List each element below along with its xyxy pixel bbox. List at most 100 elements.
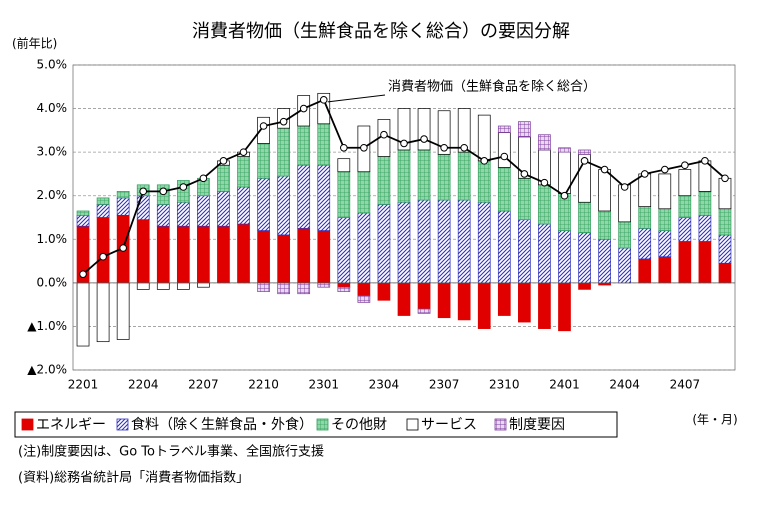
bar-segment [578,149,591,155]
line-marker [179,183,188,191]
bar-segment [497,132,511,168]
bar-segment [638,258,652,284]
bar-segment [277,127,290,177]
line-marker [380,130,388,139]
bar-segment [618,247,632,284]
bar-segment [477,282,491,329]
bar-segment [497,210,511,284]
line-marker [600,165,609,174]
line-marker [660,165,669,174]
bar-segment [457,151,471,201]
plot-frame [72,64,736,371]
bar-segment [76,282,90,347]
bar-segment [477,114,491,162]
line-marker [540,178,549,187]
bar-segment [658,173,672,210]
y-axis-label: (前年比) [12,36,57,51]
bar-segment [698,214,712,242]
bar-segment [257,230,270,284]
line-marker [159,187,168,196]
bar-segment [337,158,351,173]
bar-segment [277,234,290,284]
annotation-arrow [327,94,386,103]
y-tick-label: 5.0% [37,58,68,72]
bar-segment [518,282,531,323]
bar-segment [638,173,652,207]
bar-segment [558,230,571,284]
bar-segment [638,206,652,229]
line-marker [119,244,127,252]
bar-segment [197,225,210,284]
bar-segment [317,123,331,166]
line-marker [99,252,107,261]
bar-segment [497,167,511,212]
line-marker [360,143,368,152]
bar-segment [96,217,110,284]
bar-segment [217,225,230,284]
bar-segment [116,282,130,340]
line-marker [580,157,589,165]
bar-segment [678,169,692,197]
x-tick-label: 2301 [308,378,339,392]
bar-segment [538,184,551,225]
bar-segment [136,282,150,290]
bar-segment [136,219,150,284]
line-marker [440,143,448,152]
bar-segment [698,241,712,284]
bar-segment [317,164,331,231]
bar-segment [357,212,371,284]
bar-segment [96,204,110,218]
x-tick-label: 2404 [609,378,640,392]
legend-label: 食料（除く生鮮食品・外食） [131,416,313,433]
y-tick-label: 0.0% [37,275,68,289]
legend-label: エネルギー [36,417,106,433]
line-marker [299,104,308,113]
bar-segment [297,228,311,284]
bar-segment [698,191,712,216]
bar-segment [337,217,351,284]
line-marker [560,191,569,200]
bar-segment [437,110,451,155]
bar-segment [237,186,250,225]
bar-segment [257,177,270,231]
bar-segment [518,177,531,221]
bar-segment [558,282,571,332]
line-marker [420,135,428,143]
bar-segment [658,230,672,258]
bar-segment [658,256,672,284]
bar-segment [437,199,451,284]
bar-segment [718,234,732,264]
bar-segment [357,295,371,303]
y-tick-label: 4.0% [37,101,68,115]
bar-segment [397,108,411,151]
bar-segment [156,282,170,290]
bar-segment [578,282,591,290]
bar-segment [457,199,471,284]
x-tick-label: 2401 [549,378,580,392]
bar-segment [598,238,611,284]
bar-segment [76,210,90,216]
bar-segment [337,171,351,218]
bar-segment [658,208,672,231]
bar-segment [297,282,311,295]
bar-segment [718,262,732,284]
x-tick-label: 2307 [429,378,460,392]
bar-segment [237,223,250,284]
x-tick-label: 2210 [248,378,279,392]
bar-segment [237,156,250,188]
bar-segment [417,282,431,310]
line-marker [400,139,408,148]
bar-segment [437,282,451,319]
bar-segment [377,156,391,205]
bar-segment [457,108,471,153]
line-marker [681,161,689,170]
bar-segment [497,282,511,316]
line-marker [279,117,288,126]
bar-segment [217,191,230,227]
bar-segment [678,241,692,284]
y-tick-label: 3.0% [37,145,68,159]
bar-segment [457,282,471,321]
bar-segment [558,147,571,153]
bar-segment [96,282,110,343]
y-tick-label: ▲1.0% [27,319,67,333]
